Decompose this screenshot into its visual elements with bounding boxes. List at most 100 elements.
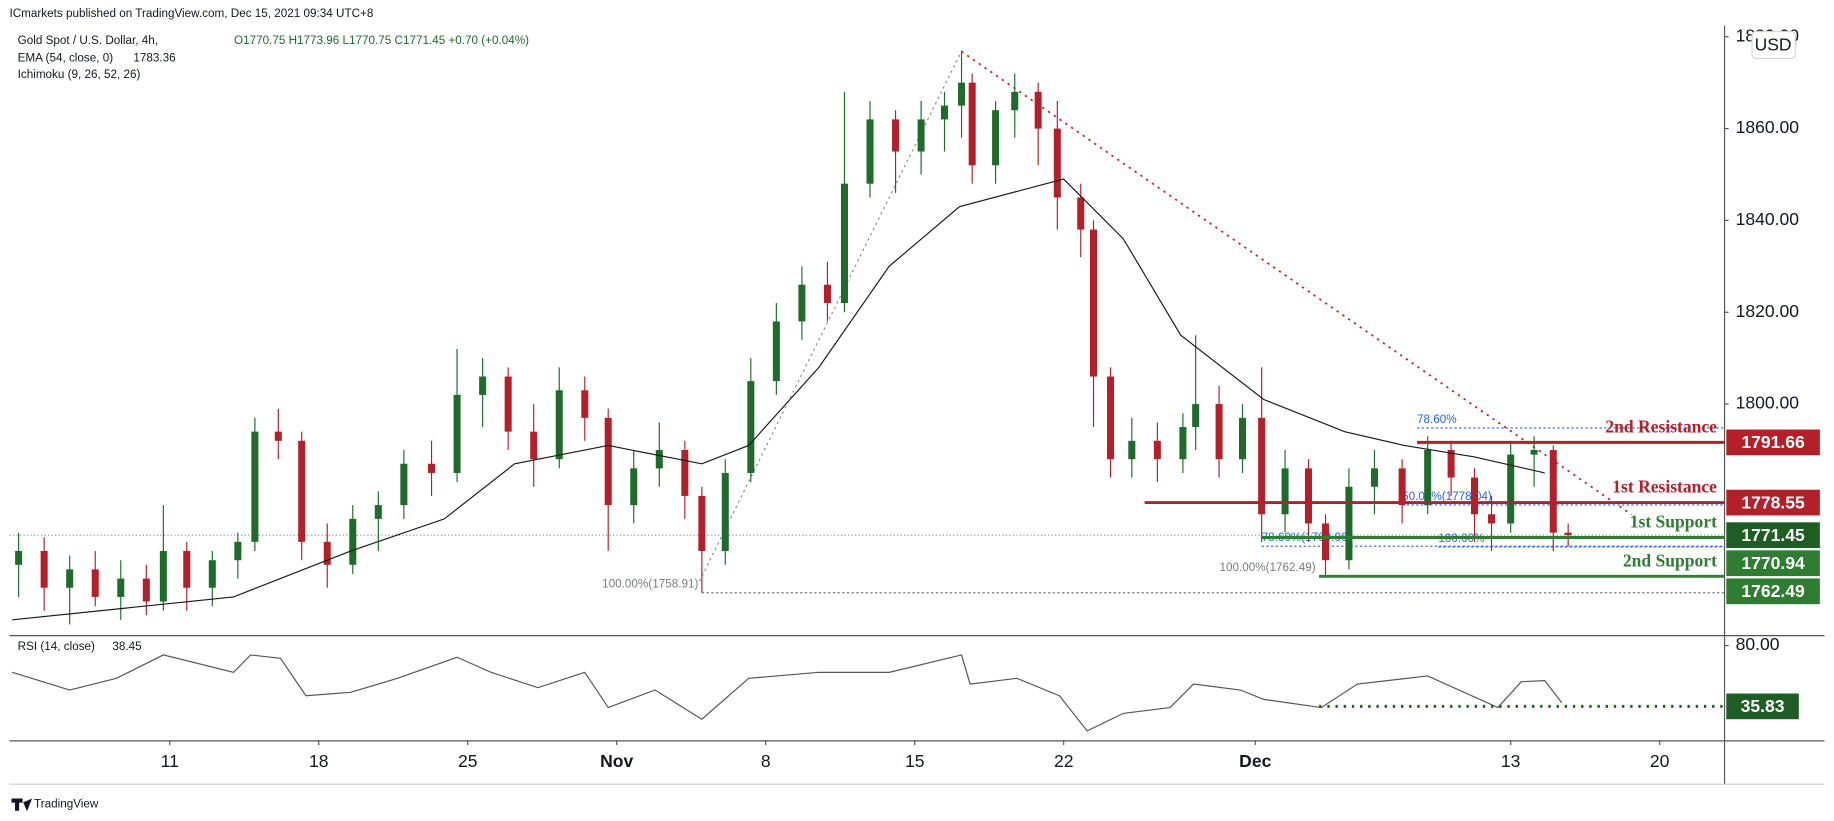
candle-body (581, 390, 589, 418)
candle-body (940, 105, 949, 120)
candle-body (958, 82, 966, 106)
candle-body (823, 284, 831, 304)
ema-line (12, 178, 1545, 621)
x-tick-label: 8 (761, 751, 771, 771)
rsi-box-label: 35.83 (1741, 696, 1785, 716)
candle-body (1153, 440, 1161, 460)
rsi-label: RSI (14, close) (18, 640, 95, 653)
candle-body (1507, 454, 1515, 524)
currency-box (1751, 30, 1796, 60)
x-tick-label: 22 (1054, 751, 1074, 771)
level-name: 2nd Resistance (1605, 416, 1717, 436)
y-tick-label: 1820.00 (1736, 301, 1800, 321)
rsi-box (1726, 693, 1799, 720)
candle-body (555, 390, 563, 460)
x-tick-label: 15 (905, 751, 925, 771)
level-name: 1st Resistance (1612, 477, 1717, 497)
candle-body (530, 431, 538, 460)
candle-body (917, 119, 925, 152)
fib-label: 50.00%(1778.04) (1402, 490, 1492, 503)
candle-body (234, 541, 242, 561)
x-tick-label: 25 (458, 751, 478, 771)
candle-body (1053, 128, 1061, 198)
rsi-last: 38.45 (112, 640, 142, 653)
price-box-label: 1778.55 (1741, 492, 1805, 512)
x-tick-label: 18 (309, 751, 329, 771)
candle-body (681, 450, 689, 496)
candle-body (1398, 468, 1406, 506)
candle-body (1470, 477, 1479, 515)
candle-body (721, 472, 729, 552)
candle-body (159, 551, 167, 602)
x-tick-label: Nov (600, 751, 633, 771)
x-tick-label: Dec (1239, 751, 1271, 771)
candle-body (1447, 450, 1455, 478)
ohlc: O1770.75 H1773.96 L1770.75 C1771.45 +0.7… (234, 34, 529, 47)
price-box-label: 1791.66 (1741, 432, 1805, 452)
candle-body (428, 463, 436, 473)
candle-body (968, 82, 976, 166)
candle-body (772, 321, 780, 382)
x-tick-label: 20 (1650, 751, 1670, 771)
fib-label: 100.00%(1762.49) (1219, 561, 1315, 574)
candle-body (630, 468, 638, 506)
candle-body (15, 551, 23, 565)
candle-body (1011, 91, 1019, 111)
candle-body (453, 394, 461, 473)
candle-body (1215, 404, 1223, 460)
candle-body (349, 518, 357, 565)
candle-body (604, 417, 612, 506)
candle-body (274, 431, 282, 441)
x-tick-label: 11 (161, 751, 179, 771)
candle-body (655, 450, 663, 469)
ichimoku-label: Ichimoku (9, 26, 52, 26) (18, 68, 141, 81)
candle-body (1192, 404, 1200, 428)
candle-body (91, 569, 99, 597)
fib-label: 100.00%(1758.91) (602, 578, 698, 591)
candle-body (1077, 197, 1085, 230)
candle-body (698, 495, 706, 552)
price-box-label: 1762.49 (1741, 581, 1805, 601)
candle-body (1488, 514, 1496, 524)
level-name: 1st Support (1630, 512, 1717, 532)
ema-label: EMA (54, close, 0) (18, 52, 114, 65)
candle-body (892, 119, 900, 152)
candle-body (840, 183, 848, 304)
tv-logo (11, 798, 32, 812)
candle-body (1128, 440, 1136, 460)
candle-body (374, 505, 382, 519)
price-box (1726, 522, 1820, 549)
level-name: 2nd Support (1623, 550, 1717, 570)
candle-body (298, 440, 306, 542)
trend-line (960, 50, 1633, 516)
candle-body (1034, 91, 1042, 129)
candle-body (1258, 417, 1266, 515)
candle-body (1281, 468, 1289, 515)
symbol: Gold Spot / U.S. Dollar, 4h, (18, 34, 158, 47)
x-tick-label: 13 (1501, 751, 1521, 771)
candle-body (798, 284, 806, 322)
y-tick-label: 1840.00 (1736, 209, 1800, 229)
candle-body (504, 376, 512, 432)
candle-body (992, 110, 1000, 166)
candle-body (323, 541, 331, 565)
candle-body (1089, 229, 1098, 377)
candle-body (1322, 523, 1330, 561)
y-tick-label: 1800.00 (1736, 393, 1800, 413)
candle-body (479, 376, 487, 395)
published: ICmarkets published on TradingView.com, … (9, 7, 373, 20)
marks: 1800.001820.001840.001860.001880.0080.00… (9, 25, 1820, 771)
price-box (1726, 578, 1820, 605)
candle-body (117, 578, 125, 597)
candle-body (866, 119, 874, 184)
price-box-label: 1771.45 (1741, 525, 1805, 545)
candle-body (1179, 427, 1187, 460)
candle-body (1238, 417, 1247, 460)
candle-body (208, 560, 216, 588)
candle-body (1304, 468, 1312, 524)
candle-body (1424, 450, 1432, 506)
currency: USD (1755, 34, 1792, 54)
fib-label: 78.60% (1417, 413, 1457, 426)
